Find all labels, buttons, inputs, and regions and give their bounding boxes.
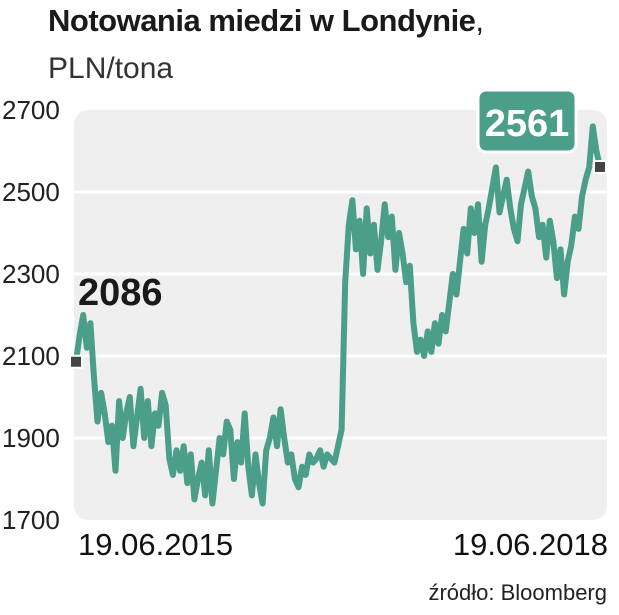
x-tick-label-end: 19.06.2018 — [453, 527, 608, 562]
annotations: 2086 2561 — [69, 88, 607, 369]
end-value-marker — [593, 159, 607, 174]
x-axis-ticks: 19.06.2015 19.06.2018 — [78, 527, 608, 562]
y-tick-label: 1900 — [2, 423, 60, 453]
start-value-label: 2086 — [78, 272, 163, 314]
end-value-label: 2561 — [485, 103, 570, 145]
source-note: źródło: Bloomberg — [428, 580, 607, 605]
y-tick-label: 2700 — [2, 95, 60, 125]
y-tick-label: 1700 — [2, 505, 60, 535]
start-value-marker — [69, 354, 83, 369]
chart-title: Notowania miedzi w Londynie, — [48, 4, 484, 38]
y-axis-ticks: 1700 1900 2100 2300 2500 2700 — [2, 95, 60, 535]
end-value-callout-box — [476, 88, 578, 154]
y-tick-label: 2100 — [2, 341, 60, 371]
chart-subtitle: PLN/tona — [48, 52, 174, 85]
y-tick-label: 2300 — [2, 259, 60, 289]
y-tick-label: 2500 — [2, 177, 60, 207]
chart-title-comma: , — [475, 3, 484, 38]
chart-title-text: Notowania miedzi w Londynie — [48, 3, 476, 38]
copper-price-line — [73, 123, 603, 507]
x-tick-label-start: 19.06.2015 — [78, 527, 233, 562]
